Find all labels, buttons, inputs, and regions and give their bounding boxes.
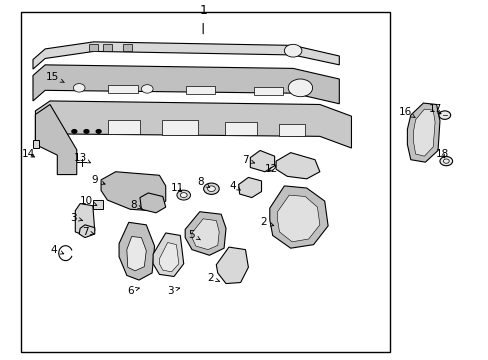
Bar (93, 200, 103, 209)
Text: 9: 9 (91, 175, 105, 185)
Circle shape (73, 84, 85, 92)
Text: 15: 15 (46, 72, 64, 82)
Circle shape (203, 183, 219, 194)
Text: 8: 8 (197, 177, 209, 188)
Bar (278, 123, 305, 136)
Bar (254, 87, 283, 95)
Polygon shape (216, 247, 248, 284)
Text: 10: 10 (80, 196, 97, 206)
Polygon shape (119, 222, 154, 280)
Text: 2: 2 (207, 273, 219, 283)
Polygon shape (277, 195, 319, 242)
Bar (186, 86, 215, 94)
Text: 4: 4 (229, 181, 240, 191)
Bar (122, 44, 131, 51)
Text: 3: 3 (70, 213, 82, 223)
Text: 3: 3 (167, 285, 179, 296)
Polygon shape (413, 109, 434, 156)
Text: 13: 13 (73, 153, 90, 163)
Polygon shape (159, 243, 179, 272)
Polygon shape (238, 177, 261, 198)
Bar (103, 44, 112, 51)
Polygon shape (192, 219, 219, 249)
Circle shape (141, 85, 153, 93)
Text: 8: 8 (130, 200, 142, 210)
Polygon shape (35, 101, 351, 148)
Text: 2: 2 (260, 217, 273, 228)
Text: 5: 5 (188, 230, 200, 240)
Polygon shape (185, 212, 225, 255)
Text: 7: 7 (81, 227, 94, 237)
Circle shape (180, 193, 187, 198)
Text: 4: 4 (50, 244, 63, 255)
Circle shape (284, 44, 301, 57)
Polygon shape (140, 193, 165, 213)
Polygon shape (33, 65, 339, 104)
Polygon shape (250, 150, 274, 172)
Polygon shape (101, 172, 165, 211)
Polygon shape (407, 103, 439, 162)
Text: 12: 12 (264, 164, 277, 174)
Polygon shape (126, 237, 146, 271)
Bar (108, 120, 140, 134)
Circle shape (439, 157, 452, 166)
Polygon shape (33, 42, 339, 69)
Polygon shape (75, 204, 95, 235)
Bar (162, 120, 198, 135)
Polygon shape (33, 140, 39, 148)
Polygon shape (153, 233, 183, 276)
Circle shape (72, 130, 77, 133)
Text: 16: 16 (399, 107, 414, 118)
Polygon shape (269, 186, 327, 248)
Bar (224, 122, 256, 135)
Polygon shape (276, 153, 319, 179)
Bar (89, 44, 98, 51)
Circle shape (443, 159, 448, 163)
Circle shape (177, 190, 190, 200)
Circle shape (84, 130, 89, 133)
Text: 7: 7 (242, 155, 254, 165)
Circle shape (207, 186, 215, 192)
Text: 11: 11 (170, 183, 183, 193)
Text: 1: 1 (199, 4, 207, 17)
Text: 14: 14 (22, 149, 35, 159)
Text: 18: 18 (435, 149, 448, 159)
Text: 6: 6 (127, 285, 139, 296)
Circle shape (96, 130, 101, 133)
Bar (108, 85, 137, 93)
Text: 17: 17 (427, 104, 441, 114)
Circle shape (287, 79, 312, 97)
Polygon shape (79, 225, 95, 238)
Polygon shape (35, 104, 77, 175)
Bar (21, 12, 389, 351)
Circle shape (438, 111, 450, 120)
